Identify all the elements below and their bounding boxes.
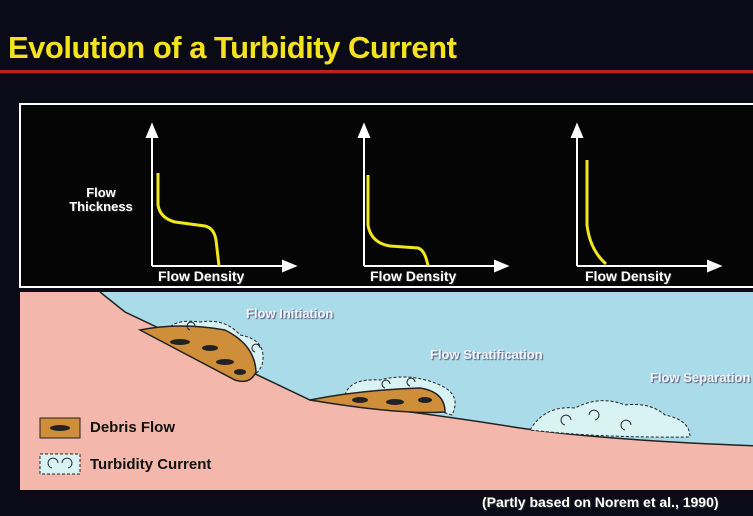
eddies <box>47 321 632 469</box>
profiles <box>156 160 608 267</box>
stage-label: Flow Separation <box>650 370 751 385</box>
seabed <box>20 292 753 490</box>
stage-label: Flow Initiation <box>246 306 334 321</box>
x-axis-label: Flow Density <box>370 268 457 284</box>
debris-flows <box>137 325 446 414</box>
axes <box>145 122 723 273</box>
legend-debris-clast <box>50 425 70 431</box>
x-axis-label: Flow Density <box>585 268 672 284</box>
stage-label: Flow Stratification <box>430 347 543 362</box>
y-axis-label: Flow Thickness <box>69 185 133 214</box>
legend-label: Debris Flow <box>90 419 176 436</box>
graph-panel <box>19 103 753 288</box>
legend-label: Turbidity Current <box>90 456 212 473</box>
x-axis-label: Flow Density <box>158 268 245 284</box>
legend-turbidity-icon <box>39 453 81 475</box>
slide-title: Evolution of a Turbidity Current <box>8 30 457 65</box>
title-rule <box>0 70 753 73</box>
debris-clasts <box>170 339 432 405</box>
citation: (Partly based on Norem et al., 1990) <box>482 494 719 510</box>
